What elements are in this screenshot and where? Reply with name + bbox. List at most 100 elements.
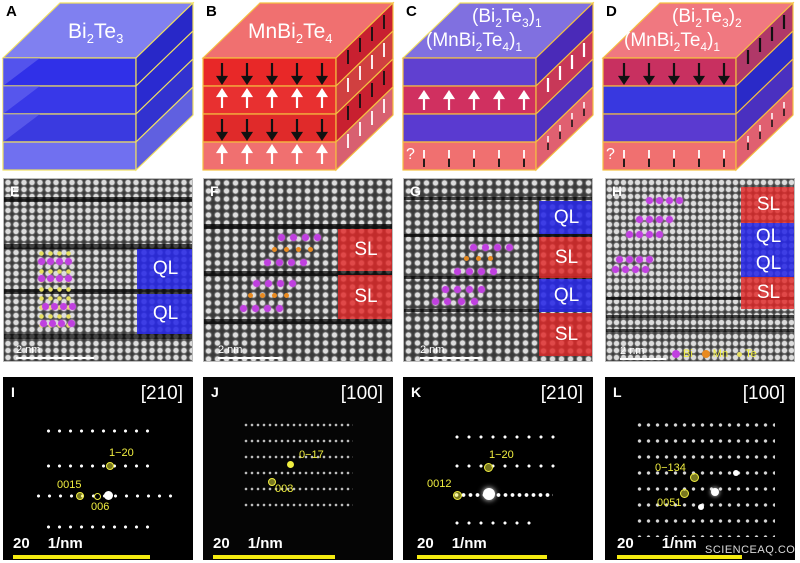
diffraction-spots xyxy=(451,519,531,527)
panel-a-bi2te3-schematic: A Bi2Te3 xyxy=(0,0,200,175)
side-spin-up-arrows xyxy=(347,43,385,148)
panel-label: H xyxy=(612,183,623,199)
bi-atom-icon xyxy=(672,350,680,358)
zone-axis-label: [210] xyxy=(140,383,183,404)
scale-bar-label: 2 nm xyxy=(218,344,243,356)
panel-label: D xyxy=(606,3,617,20)
panel-k-diffraction-pattern: K [210] 1−20 0012 20 1/nm xyxy=(403,377,593,560)
legend-te: Te xyxy=(745,348,757,360)
diffraction-spots xyxy=(33,492,173,500)
scale-bar-label: 20 1/nm xyxy=(417,535,487,552)
panel-title-line1: (Bi2Te3)2 xyxy=(672,6,742,30)
zone-axis-label: [210] xyxy=(540,383,583,404)
sl-block: SL xyxy=(539,237,592,278)
reflection-label: 0051 xyxy=(657,497,682,509)
scale-bar-label: 20 1/nm xyxy=(213,535,283,552)
panel-label: A xyxy=(6,3,17,20)
zone-axis-label: [100] xyxy=(340,383,383,404)
spin-up-arrows xyxy=(417,43,586,110)
diffraction-spots xyxy=(43,427,153,435)
ql-block: QL xyxy=(741,223,794,251)
reflection-label: 1−20 xyxy=(489,449,514,461)
panel-title-line2: (MnBi2Te4)1 xyxy=(426,30,523,54)
reflection-label: 0−17 xyxy=(299,449,324,461)
panel-c-heterostructure-1-1-schematic: C (Bi2Te3)1 (MnBi2Te4)1 ? xyxy=(400,0,600,175)
panel-label: G xyxy=(410,183,421,199)
watermark: SCIENCEAQ.COM xyxy=(705,544,795,556)
scale-bar xyxy=(617,555,742,559)
diffraction-spots xyxy=(243,417,353,517)
sl-block: SL xyxy=(539,313,592,356)
panel-title: Bi2Te3 xyxy=(68,20,124,47)
zone-axis-label: [100] xyxy=(742,383,785,404)
legend-mn: Mn xyxy=(712,348,729,360)
panel-g-stem-image: QL SL QL SL G 2 nm xyxy=(403,178,593,362)
sl-block: SL xyxy=(338,275,392,319)
panel-label: J xyxy=(211,384,219,400)
scale-bar-label: 2 nm xyxy=(420,344,445,356)
legend-bi: Bi xyxy=(683,348,693,360)
diffraction-spots xyxy=(451,433,561,441)
spin-down-arrows xyxy=(215,63,329,141)
ql-block: QL xyxy=(539,201,592,234)
scale-bar-label: 20 1/nm xyxy=(617,535,697,552)
te-atom-icon xyxy=(737,351,743,357)
reflection-label: 0015 xyxy=(57,479,82,491)
scale-bar xyxy=(620,358,666,360)
ql-block: QL xyxy=(137,294,192,334)
unknown-spin-mark: ? xyxy=(406,146,415,163)
panel-e-stem-image: QL QL E 2 nm xyxy=(3,178,193,362)
panel-label: K xyxy=(411,384,422,400)
ql-block: QL xyxy=(741,251,794,277)
reflection-label: 006 xyxy=(91,501,110,513)
reflection-label: 1−20 xyxy=(109,447,134,459)
panel-title-line1: (Bi2Te3)1 xyxy=(472,6,542,30)
panel-title-line2: (MnBi2Te4)1 xyxy=(624,30,721,54)
panel-label: B xyxy=(206,3,217,20)
scale-bar-label: 2 nm xyxy=(16,344,41,356)
panel-d-heterostructure-2-1-schematic: D (Bi2Te3)2 (MnBi2Te4)1 ? xyxy=(600,0,800,175)
layered-block-diagram xyxy=(201,1,395,172)
side-spin-down-arrows xyxy=(347,15,385,120)
diffraction-spots xyxy=(43,523,153,531)
spin-down-arrows xyxy=(617,15,786,85)
panel-f-stem-image: SL SL F 2 nm xyxy=(203,178,393,362)
atom-legend: Bi Mn Te xyxy=(672,348,757,360)
scale-bar xyxy=(218,357,282,359)
scale-bar xyxy=(16,357,94,359)
diffraction-spots xyxy=(451,462,561,470)
sl-block: SL xyxy=(338,229,392,271)
ql-block: QL xyxy=(137,249,192,289)
reflection-label: 003 xyxy=(275,483,294,495)
scale-bar xyxy=(13,555,150,559)
panel-l-diffraction-pattern: L [100] 0−134 0051 201/nm SCIENCEAQ.COM xyxy=(605,377,795,560)
reflection-label: 0012 xyxy=(427,478,452,490)
panel-label: C xyxy=(406,3,417,20)
diffraction-spots xyxy=(43,462,153,470)
panel-h-stem-image: SL QL QL SL H 2 nm Bi Mn Te xyxy=(605,178,795,362)
unknown-spin-mark: ? xyxy=(606,146,615,163)
diffraction-spots xyxy=(453,491,553,499)
panel-label: F xyxy=(210,183,219,199)
scale-bar xyxy=(213,555,335,559)
spin-up-arrows xyxy=(215,88,329,164)
panel-j-diffraction-pattern: J [100] 0−17 003 20 1/nm xyxy=(203,377,393,560)
scale-bar xyxy=(420,357,482,359)
scale-bar-label: 20 1/nm xyxy=(13,535,83,552)
panel-label: I xyxy=(11,384,15,400)
panel-label: E xyxy=(10,183,20,199)
panel-b-mnbi2te4-schematic: B MnBi2Te4 xyxy=(200,0,400,175)
reflection-label: 0−134 xyxy=(655,462,686,474)
spin-uncertain-arrows xyxy=(623,102,785,167)
layered-block-diagram xyxy=(601,1,795,172)
scale-bar-label: 2 nm xyxy=(620,345,645,357)
sl-block: SL xyxy=(741,277,794,309)
panel-label: L xyxy=(613,384,622,400)
ql-block: QL xyxy=(539,279,592,312)
panel-i-diffraction-pattern: I [210] 1−20 0015 006 20 1/nm xyxy=(3,377,193,560)
scale-bar xyxy=(417,555,547,559)
mn-atom-icon xyxy=(701,350,710,358)
panel-title: MnBi2Te4 xyxy=(248,20,333,47)
layered-block-diagram xyxy=(401,1,595,172)
spin-uncertain-arrows xyxy=(423,102,585,167)
